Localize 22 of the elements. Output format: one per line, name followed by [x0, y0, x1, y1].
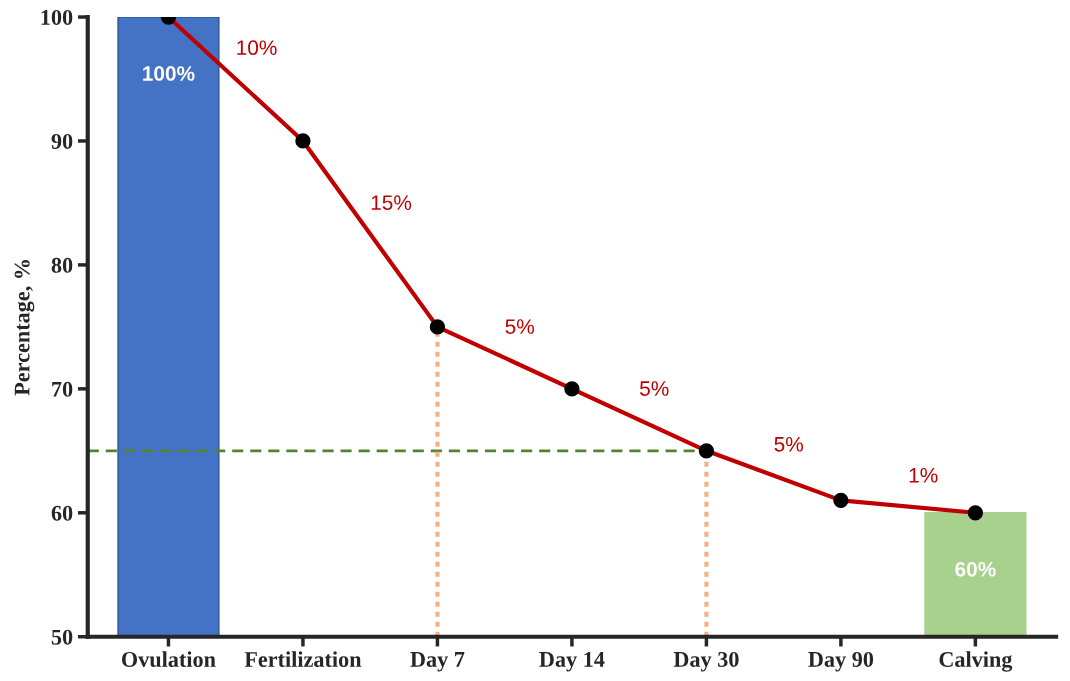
y-tick-label: 60 — [51, 505, 73, 521]
annotation: 5% — [774, 437, 804, 452]
x-tick-label: Ovulation — [121, 651, 216, 668]
annotation: 15% — [371, 195, 412, 210]
x-tick-label: Fertilization — [244, 651, 362, 667]
y-tick-label: 100 — [41, 9, 73, 25]
x-tick-label: Day 90 — [808, 651, 874, 672]
y-axis-title: Percentage, % — [14, 260, 35, 396]
x-tick-label: Day 7 — [410, 652, 465, 672]
data-label: 100% — [143, 66, 195, 81]
x-tick-label: Day 14 — [539, 652, 605, 672]
y-tick-label: 90 — [51, 133, 73, 149]
y-tick-label: 80 — [51, 257, 73, 273]
annotation: 5% — [505, 319, 535, 334]
annotation: 10% — [237, 40, 277, 56]
annotation: 5% — [639, 381, 669, 396]
y-tick-label: 50 — [51, 629, 73, 645]
data-label: 60% — [955, 561, 996, 577]
annotation: 1% — [909, 467, 938, 483]
x-tick-label: Calving — [939, 651, 1013, 672]
x-tick-label: Day 30 — [673, 651, 739, 672]
y-tick-label: 70 — [52, 381, 73, 397]
